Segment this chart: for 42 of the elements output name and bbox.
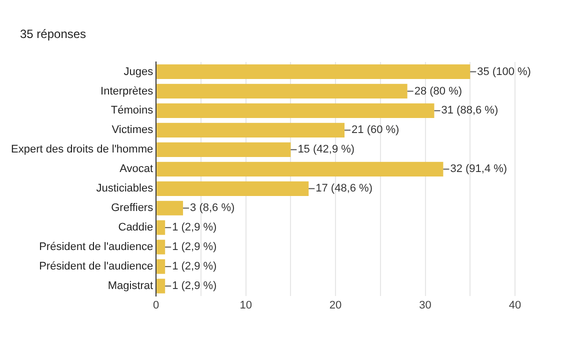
bar <box>156 64 470 80</box>
bar <box>156 122 345 138</box>
bar <box>156 200 184 216</box>
y-tick-label: Justiciables <box>96 182 154 195</box>
data-label: 1 (2,9 %) <box>172 241 217 254</box>
y-tick-label: Interprètes <box>100 85 154 98</box>
y-tick-label: Président de l'audience <box>39 260 154 273</box>
data-label: 1 (2,9 %) <box>172 280 217 292</box>
y-tick-label: Avocat <box>120 163 154 176</box>
y-tick-label: Expert des droits de l'homme <box>11 144 154 156</box>
data-label: 32 (91,4 %) <box>450 163 508 176</box>
bar <box>156 181 309 196</box>
x-tick-label: 20 <box>329 299 342 312</box>
data-label: 28 (80 %) <box>414 85 462 98</box>
y-tick-label: Greffiers <box>111 202 154 214</box>
data-label: 15 (42,9 %) <box>298 144 355 156</box>
y-tick-label: Juges <box>124 66 154 78</box>
data-label: 1 (2,9 %) <box>172 222 217 234</box>
bar <box>156 259 166 274</box>
bar <box>156 278 166 294</box>
data-label: 31 (88,6 %) <box>441 104 498 117</box>
data-label: 35 (100 %) <box>477 66 531 78</box>
x-tick-label: 40 <box>508 299 522 312</box>
x-tick-label: 10 <box>240 299 252 312</box>
y-tick-label: Président de l'audience <box>39 241 154 254</box>
x-tick-label: 0 <box>153 299 160 312</box>
y-tick-label: Victimes <box>112 124 154 136</box>
bar <box>156 240 166 254</box>
data-label: 1 (2,9 %) <box>172 260 217 273</box>
bar <box>156 84 408 99</box>
bar <box>156 162 444 176</box>
data-label: 21 (60 %) <box>352 124 400 136</box>
x-tick-label: 30 <box>419 299 432 312</box>
data-label: 3 (8,6 %) <box>190 202 235 214</box>
bar <box>156 220 166 235</box>
text: 35 réponses <box>20 27 86 41</box>
data-label: 17 (48,6 %) <box>316 182 373 195</box>
bar <box>156 142 291 157</box>
y-tick-label: Caddie <box>118 222 154 234</box>
y-tick-label: Magistrat <box>108 280 154 292</box>
bar <box>156 103 434 118</box>
y-tick-label: Témoins <box>110 104 154 117</box>
